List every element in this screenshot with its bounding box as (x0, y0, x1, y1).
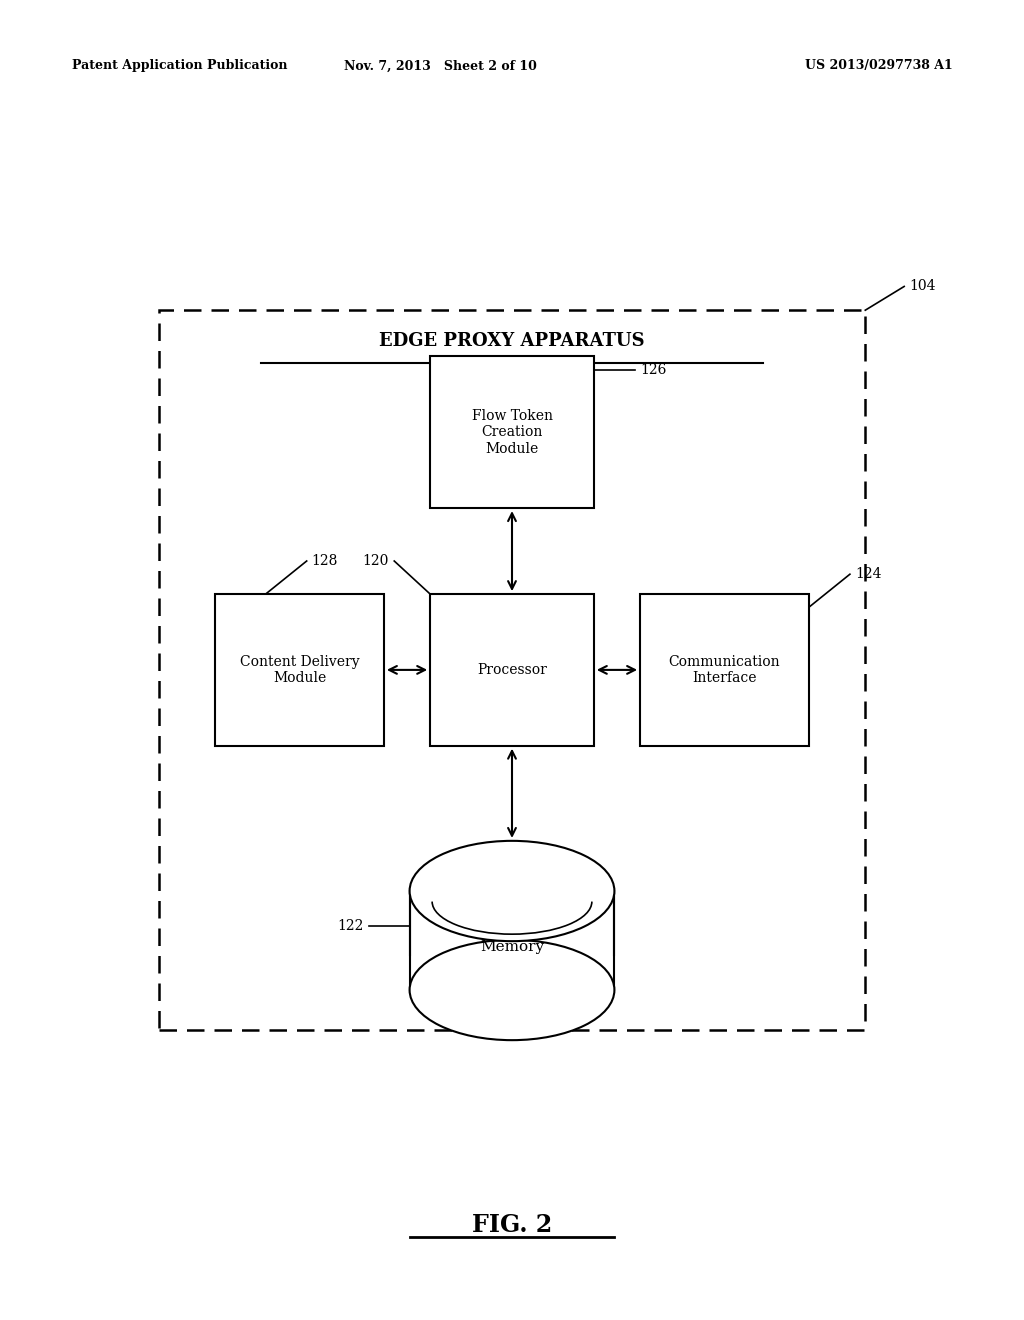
FancyBboxPatch shape (430, 594, 594, 746)
FancyBboxPatch shape (430, 356, 594, 508)
FancyBboxPatch shape (412, 891, 612, 975)
Text: 124: 124 (855, 568, 882, 581)
Text: Memory: Memory (480, 940, 544, 954)
Text: 126: 126 (640, 363, 667, 376)
Text: Communication
Interface: Communication Interface (669, 655, 780, 685)
Text: Patent Application Publication: Patent Application Publication (72, 59, 287, 73)
Text: 104: 104 (909, 280, 936, 293)
Text: FIG. 2: FIG. 2 (472, 1213, 552, 1237)
Text: 128: 128 (311, 554, 338, 568)
Text: 122: 122 (337, 919, 364, 933)
Text: Flow Token
Creation
Module: Flow Token Creation Module (471, 409, 553, 455)
Text: Processor: Processor (477, 663, 547, 677)
FancyBboxPatch shape (215, 594, 384, 746)
Text: EDGE PROXY APPARATUS: EDGE PROXY APPARATUS (379, 331, 645, 350)
Text: Content Delivery
Module: Content Delivery Module (240, 655, 359, 685)
Text: 120: 120 (362, 554, 389, 568)
FancyBboxPatch shape (159, 310, 865, 1030)
Ellipse shape (410, 940, 614, 1040)
FancyBboxPatch shape (640, 594, 809, 746)
Ellipse shape (410, 841, 614, 941)
Text: Nov. 7, 2013   Sheet 2 of 10: Nov. 7, 2013 Sheet 2 of 10 (344, 59, 537, 73)
Text: US 2013/0297738 A1: US 2013/0297738 A1 (805, 59, 952, 73)
